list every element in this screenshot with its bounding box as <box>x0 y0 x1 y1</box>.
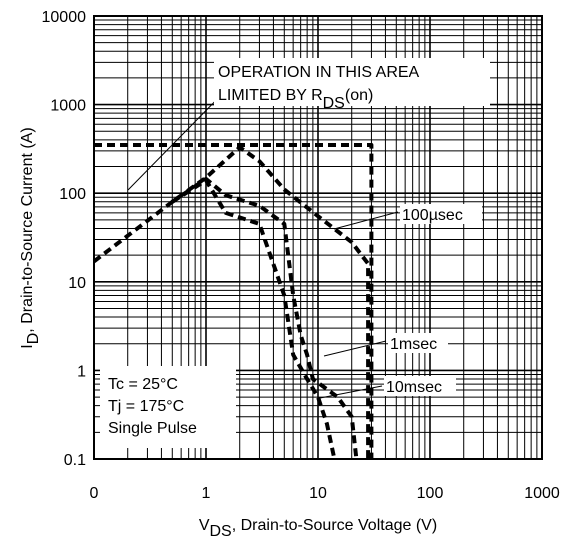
rds-annotation-line1: OPERATION IN THIS AREA <box>218 64 420 81</box>
rds-annotation-sub: DS <box>323 95 345 112</box>
rds-annotation-rest: (on) <box>345 87 373 104</box>
x-tick-label: 1000 <box>524 485 560 502</box>
rds-annotation-main: LIMITED BY R <box>218 87 323 104</box>
label-10ms-bg <box>384 376 456 396</box>
series-line-dc <box>94 143 374 459</box>
label-100us-bg <box>400 204 482 224</box>
y-axis-title: ID, Drain-to-Source Current (A) <box>19 127 42 348</box>
rds-annotation-line2: LIMITED BY RDS(on) <box>218 87 373 112</box>
x-axis-title-main: V <box>199 517 210 534</box>
label-100us: 100µsec <box>402 207 463 224</box>
label-1ms-bg <box>388 333 448 353</box>
x-tick-label: 1 <box>202 485 211 502</box>
series-line-10msec <box>171 178 337 460</box>
x-axis-title-sub: DS <box>210 523 232 540</box>
y-tick-label: 10000 <box>42 9 87 26</box>
rds-annotation-bg <box>214 58 490 106</box>
x-tick-label: 10 <box>309 485 327 502</box>
y-tick-label: 10 <box>68 275 86 292</box>
y-tick-label: 1 <box>77 363 86 380</box>
series-lines <box>92 143 374 460</box>
label-10ms: 10msec <box>386 379 442 396</box>
y-tick-label: 100 <box>59 186 86 203</box>
series-line-1msec <box>171 176 359 460</box>
label-1ms-leader <box>323 340 387 357</box>
label-10ms-leader <box>319 385 383 399</box>
label-1ms: 1msec <box>390 336 437 353</box>
label-100us-leader <box>333 211 399 230</box>
y-axis-title-sub: D <box>25 333 42 345</box>
condition-tc: Tc = 25°C <box>108 376 178 393</box>
plot-area-frame <box>93 15 543 460</box>
y-tick-label: 0.1 <box>64 452 86 469</box>
x-axis-title-rest: , Drain-to-Source Voltage (V) <box>232 517 437 534</box>
x-tick-label: 100 <box>417 485 444 502</box>
y-axis-title-rest: , Drain-to-Source Current (A) <box>19 127 36 332</box>
tick-labels: 0 1 10 100 1000 0.1 1 10 100 1000 10000 <box>42 9 560 502</box>
condition-tj: Tj = 175°C <box>108 398 184 415</box>
y-tick-label: 1000 <box>50 98 86 115</box>
x-tick-label: 0 <box>90 485 99 502</box>
y-axis-title-main: I <box>19 344 36 348</box>
conditions-box-bg <box>100 366 236 448</box>
condition-pulse: Single Pulse <box>108 420 197 437</box>
x-axis-title: VDS, Drain-to-Source Voltage (V) <box>199 517 437 540</box>
